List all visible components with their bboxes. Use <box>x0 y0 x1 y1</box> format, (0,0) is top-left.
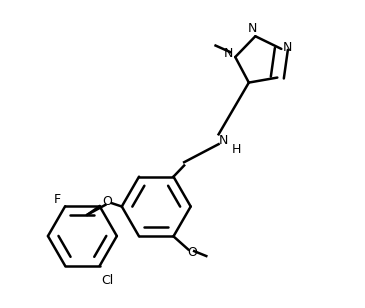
Text: N: N <box>219 134 228 147</box>
Text: N: N <box>247 22 257 34</box>
Text: O: O <box>187 246 197 259</box>
Text: H: H <box>231 143 241 156</box>
Text: N: N <box>224 47 233 60</box>
Text: F: F <box>53 193 61 206</box>
Text: Cl: Cl <box>102 274 114 287</box>
Text: O: O <box>102 195 112 208</box>
Text: N: N <box>283 41 293 54</box>
